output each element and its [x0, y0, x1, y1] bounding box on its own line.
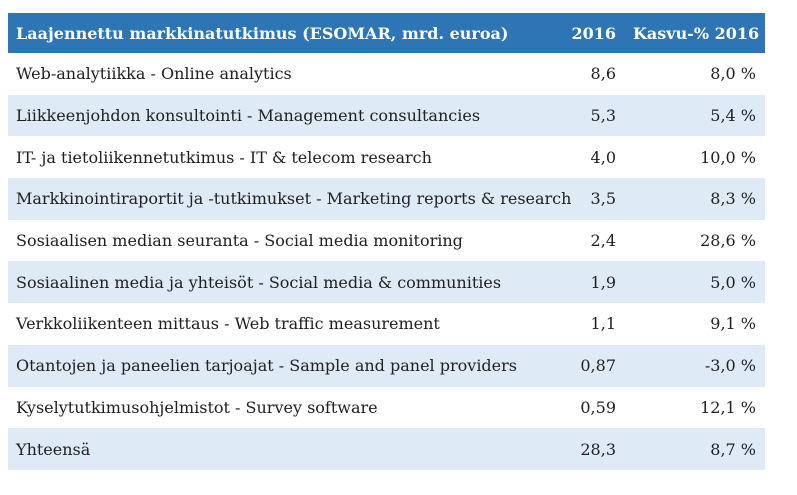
row-label-cell: Sosiaalisen median seuranta - Social med…: [16, 231, 463, 251]
row-growth-cell: -3,0 %: [704, 356, 756, 376]
row-value-cell: 2,4: [590, 231, 616, 251]
table-row: Web-analytiikka - Online analytics 8,6 8…: [8, 53, 765, 95]
table-row: Markkinointiraportit ja -tutkimukset - M…: [8, 178, 765, 220]
row-growth-cell: 9,1 %: [710, 314, 756, 334]
row-value-cell: 0,87: [580, 356, 616, 376]
row-growth-cell: 5,4 %: [710, 106, 756, 126]
header-title-cell: Laajennettu markkinatutkimus (ESOMAR, mr…: [8, 13, 520, 53]
table-row: Sosiaalisen median seuranta - Social med…: [8, 219, 765, 262]
row-growth-cell: 10,0 %: [700, 147, 756, 167]
table-header-row: Laajennettu markkinatutkimus (ESOMAR, mr…: [8, 13, 765, 53]
table-row: IT- ja tietoliikennetutkimus - IT & tele…: [8, 136, 765, 179]
row-label-cell: Verkkoliikenteen mittaus - Web traffic m…: [16, 314, 440, 334]
row-label-cell: Otantojen ja paneelien tarjoajat - Sampl…: [16, 356, 517, 376]
row-label-cell: Kyselytutkimusohjelmistot - Survey softw…: [16, 397, 378, 417]
row-growth-cell: 8,3 %: [710, 189, 756, 209]
row-growth-cell: 28,6 %: [700, 231, 756, 251]
total-value-cell: 28,3: [580, 439, 616, 459]
table-row: Sosiaalinen media ja yhteisöt - Social m…: [8, 261, 765, 304]
row-value-cell: 0,59: [580, 397, 616, 417]
total-label-cell: Yhteensä: [16, 439, 91, 459]
row-growth-cell: 12,1 %: [700, 397, 756, 417]
header-growth-cell: Kasvu-% 2016: [625, 13, 765, 53]
row-label-cell: IT- ja tietoliikennetutkimus - IT & tele…: [16, 147, 432, 167]
row-label-cell: Markkinointiraportit ja -tutkimukset - M…: [16, 189, 572, 209]
total-growth-cell: 8,7 %: [710, 439, 756, 459]
row-label-cell: Sosiaalinen media ja yhteisöt - Social m…: [16, 272, 502, 292]
row-label-cell: Web-analytiikka - Online analytics: [16, 64, 292, 84]
row-value-cell: 4,0: [590, 147, 616, 167]
table-row: Liikkeenjohdon konsultointi - Management…: [8, 94, 765, 137]
table-total-row: Yhteensä 28,3 8,7 %: [8, 428, 765, 470]
row-value-cell: 1,9: [590, 272, 616, 292]
table-row: Otantojen ja paneelien tarjoajat - Sampl…: [8, 344, 765, 387]
row-value-cell: 3,5: [590, 189, 616, 209]
row-label-cell: Liikkeenjohdon konsultointi - Management…: [16, 106, 481, 126]
row-value-cell: 8,6: [590, 64, 616, 84]
row-growth-cell: 8,0 %: [710, 64, 756, 84]
esomar-market-research-table: Laajennettu markkinatutkimus (ESOMAR, mr…: [8, 13, 765, 470]
row-growth-cell: 5,0 %: [710, 272, 756, 292]
row-value-cell: 1,1: [590, 314, 616, 334]
row-value-cell: 5,3: [590, 106, 616, 126]
header-year-cell: 2016: [520, 13, 625, 53]
table-row: Kyselytutkimusohjelmistot - Survey softw…: [8, 386, 765, 429]
table-row: Verkkoliikenteen mittaus - Web traffic m…: [8, 303, 765, 345]
